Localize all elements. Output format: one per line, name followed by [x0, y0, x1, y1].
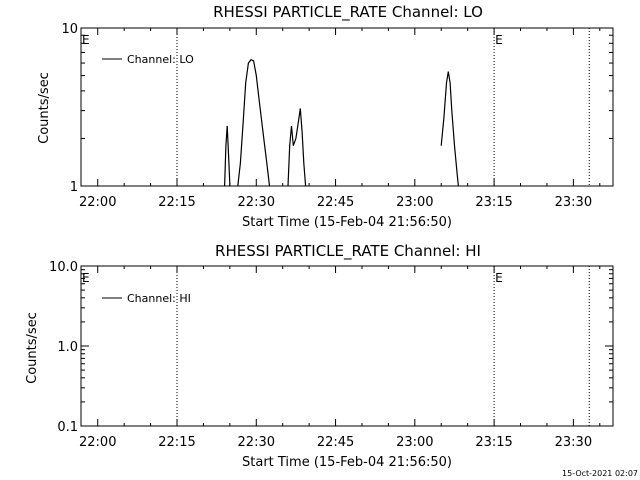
x-axis-label: Start Time (15-Feb-04 21:56:50)	[242, 215, 452, 230]
hi-channel-panel: RHESSI PARTICLE_RATE Channel: HI Counts/…	[25, 242, 614, 470]
timestamp: 15-Oct-2021 02:07	[562, 469, 638, 478]
series-line	[237, 58, 271, 187]
series-line	[287, 108, 307, 187]
x-tick-label: 23:15	[475, 435, 512, 450]
x-tick-label: 22:00	[79, 195, 116, 210]
legend-entry: Channel: HI	[127, 292, 191, 305]
event-label: E	[495, 33, 503, 47]
y-tick-label: 1.0	[57, 340, 78, 355]
tick-group: 22:00 22:15 22:30 22:45 23:00 23:15 23:30 1 10	[61, 22, 613, 210]
x-tick-label: 23:00	[396, 435, 433, 450]
y-tick-label: 1	[70, 180, 78, 195]
chart-title: RHESSI PARTICLE_RATE Channel: HI	[215, 242, 481, 261]
chart-title: RHESSI PARTICLE_RATE Channel: LO	[213, 3, 483, 22]
event-label: E	[495, 271, 503, 285]
plot-frame	[80, 27, 614, 187]
x-tick-label: 22:30	[238, 435, 275, 450]
x-tick-label: 22:15	[158, 195, 195, 210]
series-line	[440, 71, 459, 187]
event-label: E	[82, 271, 90, 285]
y-tick-label: 0.1	[57, 420, 78, 435]
y-tick-label: 10.0	[49, 260, 78, 275]
legend: Channel: LO	[102, 53, 194, 66]
y-tick-label: 10	[61, 22, 78, 37]
legend: Channel: HI	[102, 292, 191, 305]
plot-frame	[80, 265, 614, 427]
series-group	[224, 58, 459, 187]
x-tick-label: 23:15	[475, 195, 512, 210]
lo-channel-panel: RHESSI PARTICLE_RATE Channel: LO Counts/…	[37, 3, 614, 230]
x-tick-label: 23:30	[555, 195, 592, 210]
x-axis-label: Start Time (15-Feb-04 21:56:50)	[242, 455, 452, 470]
x-tick-label: 22:00	[79, 435, 116, 450]
x-tick-label: 22:30	[238, 195, 275, 210]
event-label: E	[82, 33, 90, 47]
x-tick-label: 23:30	[555, 435, 592, 450]
x-tick-label: 22:45	[317, 195, 354, 210]
x-tick-label: 22:45	[317, 435, 354, 450]
series-line	[224, 125, 231, 187]
tick-group: 22:00 22:15 22:30 22:45 23:00 23:15 23:30 0.1 1.…	[49, 260, 613, 450]
x-tick-label: 22:15	[158, 435, 195, 450]
x-tick-label: 23:00	[396, 195, 433, 210]
legend-entry: Channel: LO	[127, 53, 194, 66]
y-axis-label: Counts/sec	[37, 72, 52, 144]
y-axis-label: Counts/sec	[25, 312, 40, 384]
